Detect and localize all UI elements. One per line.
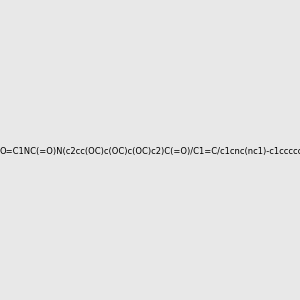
Text: O=C1NC(=O)N(c2cc(OC)c(OC)c(OC)c2)C(=O)/C1=C/c1cnc(nc1)-c1ccccc1: O=C1NC(=O)N(c2cc(OC)c(OC)c(OC)c2)C(=O)/C… xyxy=(0,147,300,156)
